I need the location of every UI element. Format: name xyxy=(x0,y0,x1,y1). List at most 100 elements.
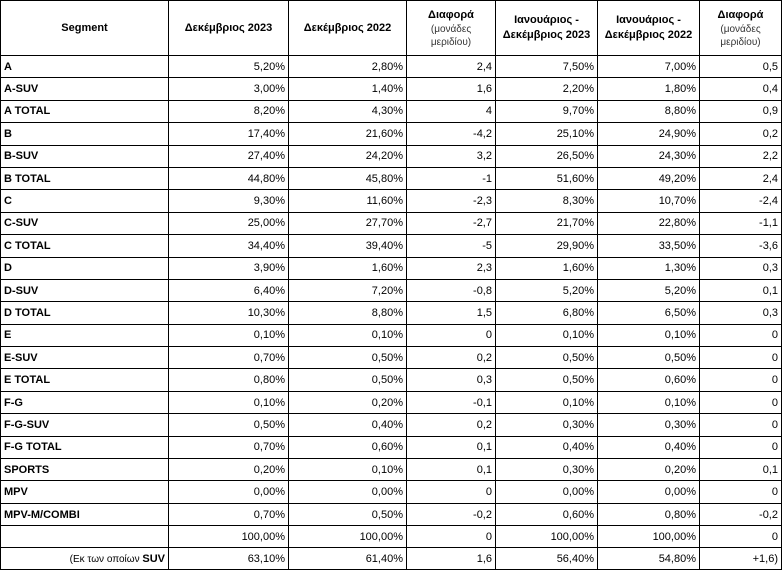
diff1-cell: -4,2 xyxy=(406,122,496,146)
table-row: A-SUV 3,00% 1,40% 1,6 2,20% 1,80% 0,4 xyxy=(0,77,782,101)
diff2-cell: 0 xyxy=(699,413,782,437)
suv-share-row: (Εκ των οποίων SUV 63,10% 61,40% 1,6 56,40% 5… xyxy=(0,547,782,571)
table-body: A 5,20% 2,80% 2,4 7,50% 7,00% 0,5 A-SUV 3,00% 1,4… xyxy=(0,54,782,571)
diff2-cell: 0,1 xyxy=(699,458,782,482)
segment-cell: SPORTS xyxy=(0,458,169,482)
suv-label-suv: SUV xyxy=(142,552,165,565)
total-diff1-cell: 0 xyxy=(406,525,496,549)
ytd2022-cell: 0,10% xyxy=(597,323,700,348)
suv-dec2023-cell: 63,10% xyxy=(168,547,289,571)
segment-cell: A TOTAL xyxy=(0,99,169,124)
ytd2022-cell: 49,20% xyxy=(597,166,700,191)
total-dec2022-cell: 100,00% xyxy=(288,525,407,549)
table-row: MPV 0,00% 0,00% 0 0,00% 0,00% 0 xyxy=(0,480,782,504)
header-segment: Segment xyxy=(0,0,169,56)
total-ytd2022-cell: 100,00% xyxy=(597,525,700,549)
diff1-cell: 0 xyxy=(406,480,496,504)
dec2022-cell: 11,60% xyxy=(288,189,407,213)
table-row: F-G TOTAL 0,70% 0,60% 0,1 0,40% 0,40% 0 xyxy=(0,435,782,460)
diff1-cell: 1,5 xyxy=(406,301,496,325)
ytd2023-cell: 8,30% xyxy=(495,189,598,213)
dec2023-cell: 0,00% xyxy=(168,480,289,504)
diff2-cell: 0,5 xyxy=(699,54,782,79)
table-row: C TOTAL 34,40% 39,40% -5 29,90% 33,50% -3,6 xyxy=(0,234,782,258)
diff2-cell: 0 xyxy=(699,323,782,348)
table-row: A 5,20% 2,80% 2,4 7,50% 7,00% 0,5 xyxy=(0,54,782,79)
dec2022-cell: 7,20% xyxy=(288,278,407,303)
ytd2023-cell: 5,20% xyxy=(495,278,598,303)
header-dec2022: Δεκέμβριος 2022 xyxy=(288,0,407,56)
diff1-cell: 4 xyxy=(406,99,496,124)
table-row: B TOTAL 44,80% 45,80% -1 51,60% 49,20% 2,4 xyxy=(0,166,782,191)
ytd2022-cell: 8,80% xyxy=(597,99,700,124)
table-row: E 0,10% 0,10% 0 0,10% 0,10% 0 xyxy=(0,323,782,348)
ytd2023-cell: 0,40% xyxy=(495,435,598,460)
dec2022-cell: 45,80% xyxy=(288,166,407,191)
segment-cell: F-G-SUV xyxy=(0,413,169,437)
diff1-cell: -2,7 xyxy=(406,211,496,236)
ytd2022-cell: 0,30% xyxy=(597,413,700,437)
ytd2022-cell: 0,20% xyxy=(597,458,700,482)
diff2-cell: 2,2 xyxy=(699,144,782,168)
diff1-cell: 0 xyxy=(406,323,496,348)
total-dec2023-cell: 100,00% xyxy=(168,525,289,549)
dec2022-cell: 2,80% xyxy=(288,54,407,79)
dec2023-cell: 10,30% xyxy=(168,301,289,325)
diff1-cell: 1,6 xyxy=(406,77,496,101)
dec2023-cell: 3,90% xyxy=(168,256,289,280)
header-diff2-sub: (μονάδες μεριδίου) xyxy=(720,23,761,48)
diff1-cell: -0,2 xyxy=(406,502,496,527)
segment-cell: D TOTAL xyxy=(0,301,169,325)
dec2023-cell: 3,00% xyxy=(168,77,289,101)
segment-cell: C xyxy=(0,189,169,213)
ytd2022-cell: 6,50% xyxy=(597,301,700,325)
ytd2022-cell: 10,70% xyxy=(597,189,700,213)
header-diff2-label: Διαφορά xyxy=(717,8,764,21)
ytd2022-cell: 24,30% xyxy=(597,144,700,168)
ytd2023-cell: 0,30% xyxy=(495,413,598,437)
segment-cell: A xyxy=(0,54,169,79)
diff1-cell: 0,1 xyxy=(406,458,496,482)
ytd2022-cell: 0,60% xyxy=(597,368,700,392)
table-row: E-SUV 0,70% 0,50% 0,2 0,50% 0,50% 0 xyxy=(0,346,782,370)
segment-cell: C TOTAL xyxy=(0,234,169,258)
dec2022-cell: 39,40% xyxy=(288,234,407,258)
segment-cell: F-G TOTAL xyxy=(0,435,169,460)
ytd2022-cell: 0,10% xyxy=(597,390,700,415)
segment-cell: D-SUV xyxy=(0,278,169,303)
diff2-cell: -3,6 xyxy=(699,234,782,258)
ytd2022-cell: 0,80% xyxy=(597,502,700,527)
dec2022-cell: 1,60% xyxy=(288,256,407,280)
total-diff2-cell: 0 xyxy=(699,525,782,549)
table-row: D TOTAL 10,30% 8,80% 1,5 6,80% 6,50% 0,3 xyxy=(0,301,782,325)
diff2-cell: 0,3 xyxy=(699,256,782,280)
ytd2022-cell: 1,30% xyxy=(597,256,700,280)
dec2023-cell: 0,20% xyxy=(168,458,289,482)
total-segment-cell xyxy=(0,525,169,549)
diff1-cell: 0,2 xyxy=(406,346,496,370)
segment-cell: B xyxy=(0,122,169,146)
dec2023-cell: 8,20% xyxy=(168,99,289,124)
table-row: B 17,40% 21,60% -4,2 25,10% 24,90% 0,2 xyxy=(0,122,782,146)
diff2-cell: 0 xyxy=(699,368,782,392)
dec2022-cell: 0,20% xyxy=(288,390,407,415)
table-row: SPORTS 0,20% 0,10% 0,1 0,30% 0,20% 0,1 xyxy=(0,458,782,482)
dec2022-cell: 0,40% xyxy=(288,413,407,437)
dec2022-cell: 27,70% xyxy=(288,211,407,236)
segment-cell: MPV-M/COMBI xyxy=(0,502,169,527)
diff1-cell: -0,8 xyxy=(406,278,496,303)
ytd2022-cell: 1,80% xyxy=(597,77,700,101)
table-row: A TOTAL 8,20% 4,30% 4 9,70% 8,80% 0,9 xyxy=(0,99,782,124)
ytd2022-cell: 0,40% xyxy=(597,435,700,460)
table-row: F-G 0,10% 0,20% -0,1 0,10% 0,10% 0 xyxy=(0,390,782,415)
segment-cell: E-SUV xyxy=(0,346,169,370)
diff2-cell: 2,4 xyxy=(699,166,782,191)
dec2023-cell: 27,40% xyxy=(168,144,289,168)
dec2023-cell: 5,20% xyxy=(168,54,289,79)
dec2022-cell: 24,20% xyxy=(288,144,407,168)
diff1-cell: -5 xyxy=(406,234,496,258)
total-row: 100,00% 100,00% 0 100,00% 100,00% 0 xyxy=(0,525,782,549)
diff1-cell: 0,3 xyxy=(406,368,496,392)
ytd2023-cell: 0,30% xyxy=(495,458,598,482)
